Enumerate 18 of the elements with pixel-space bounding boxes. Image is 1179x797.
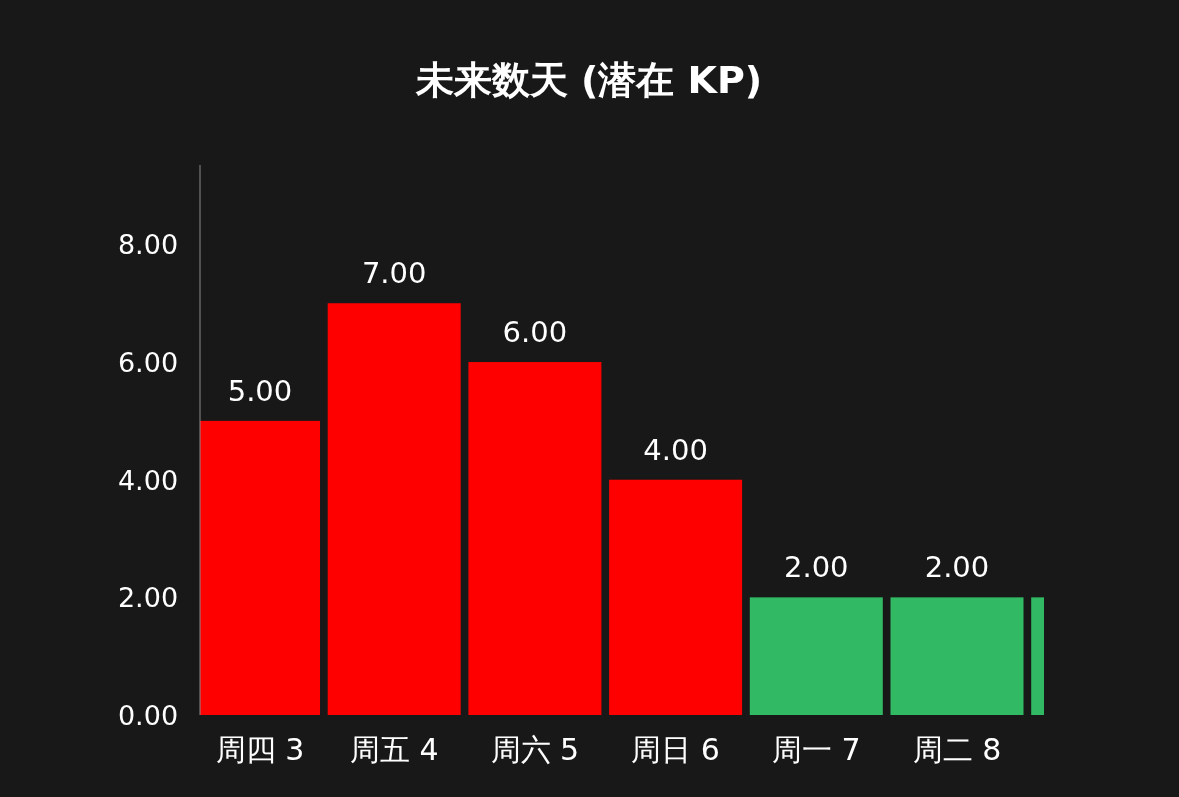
x-tick-label: 周六 5 [490,732,580,767]
x-tick-label: 周一 7 [771,732,861,767]
data-label: 7.00 [361,256,427,291]
x-tick-label: 周日 6 [631,732,720,767]
x-tick-label: 周四 3 [215,732,305,767]
data-label: 4.00 [643,432,708,467]
y-tick-label: 0.00 [117,700,179,731]
data-label: 6.00 [502,315,568,350]
data-label: 5.00 [227,373,293,408]
y-tick-label: 8.00 [117,229,179,261]
y-tick-label: 6.00 [117,347,179,379]
y-tick-label: 2.00 [117,582,179,614]
x-tick-label: 周二 8 [912,732,1002,767]
data-label: 2.00 [784,550,849,585]
chart-title: 未来数天 (潜在 KP) [414,58,763,102]
y-tick-label: 4.00 [117,464,179,496]
x-tick-label: 周五 4 [349,732,439,767]
data-label: 2.00 [924,550,990,585]
